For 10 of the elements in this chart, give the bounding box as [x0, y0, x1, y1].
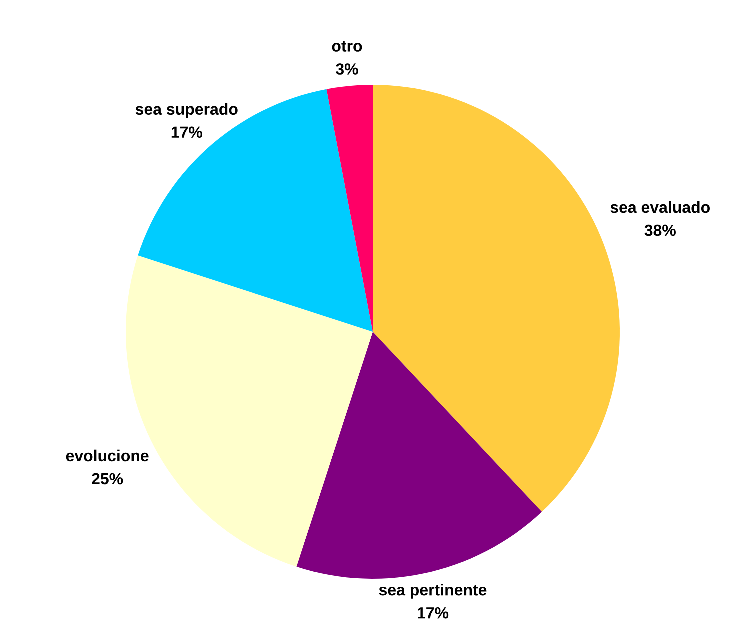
data-label: 17%	[172, 126, 202, 138]
slice-label: sea superado	[136, 103, 238, 118]
data-label: 3%	[336, 64, 358, 75]
slice-label: otro	[332, 41, 362, 52]
data-label: 38%	[644, 224, 676, 236]
slice-label: sea evaluado	[610, 201, 710, 214]
slice-label: sea pertinente	[379, 584, 487, 599]
slice-label: evolucione	[66, 450, 149, 462]
data-label: 17%	[418, 607, 449, 619]
data-label: 25%	[92, 473, 124, 485]
